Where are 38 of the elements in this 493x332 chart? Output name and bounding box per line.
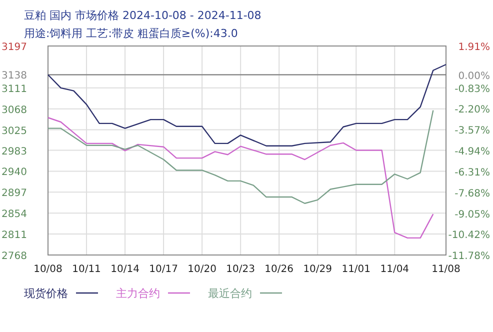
y-tick-label: 2940 <box>2 167 27 178</box>
x-tick-label: 11/04 <box>380 264 410 275</box>
chart-subtitle: 用途:饲料用 工艺:带皮 粗蛋白质≥(%):43.0 <box>24 27 238 40</box>
y2-tick-label: 0.00% <box>458 71 490 82</box>
x-tick-label: 10/20 <box>188 264 216 275</box>
y-tick-label: 2811 <box>2 230 27 242</box>
y2-tick-label: -3.57% <box>454 126 490 137</box>
y-tick-label: 2854 <box>2 209 27 220</box>
y2-tick-label: -11.78% <box>448 251 490 262</box>
x-tick-label: 11/08 <box>432 264 460 275</box>
legend-label: 最近合约 <box>208 287 252 300</box>
y2-tick-label: 1.91% <box>458 42 490 53</box>
x-tick-label: 10/11 <box>72 264 101 275</box>
x-tick-label: 11/01 <box>342 264 371 275</box>
y-tick-label: 3138 <box>2 70 27 82</box>
legend-label: 主力合约 <box>116 287 160 300</box>
x-tick-label: 10/23 <box>226 264 255 275</box>
y2-tick-label: -2.20% <box>454 104 490 116</box>
x-tick-label: 10/14 <box>110 264 140 275</box>
y-tick-label: 3111 <box>2 84 27 95</box>
y2-tick-label: -7.68% <box>454 188 490 200</box>
chart-title: 豆粕 国内 市场价格 2024-10-08 - 2024-11-08 <box>24 9 262 22</box>
y2-tick-label: -4.94% <box>454 146 490 158</box>
x-tick-label: 10/26 <box>264 264 294 275</box>
y-tick-label: 2983 <box>2 146 27 158</box>
legend-label: 现货价格 <box>24 287 68 300</box>
x-tick-label: 10/08 <box>34 264 62 275</box>
y2-tick-label: -0.83% <box>454 84 490 95</box>
x-tick-label: 10/29 <box>303 264 332 275</box>
x-tick-label: 10/17 <box>149 264 178 275</box>
y-tick-label: 3197 <box>2 42 27 53</box>
y2-tick-label: -6.31% <box>454 167 490 178</box>
y-tick-label: 3025 <box>2 126 27 137</box>
y-tick-label: 2897 <box>2 188 27 200</box>
y2-tick-label: -10.42% <box>448 230 490 242</box>
y2-tick-label: -9.05% <box>454 209 490 220</box>
y-tick-label: 2768 <box>2 251 27 262</box>
y-tick-label: 3068 <box>2 104 27 116</box>
